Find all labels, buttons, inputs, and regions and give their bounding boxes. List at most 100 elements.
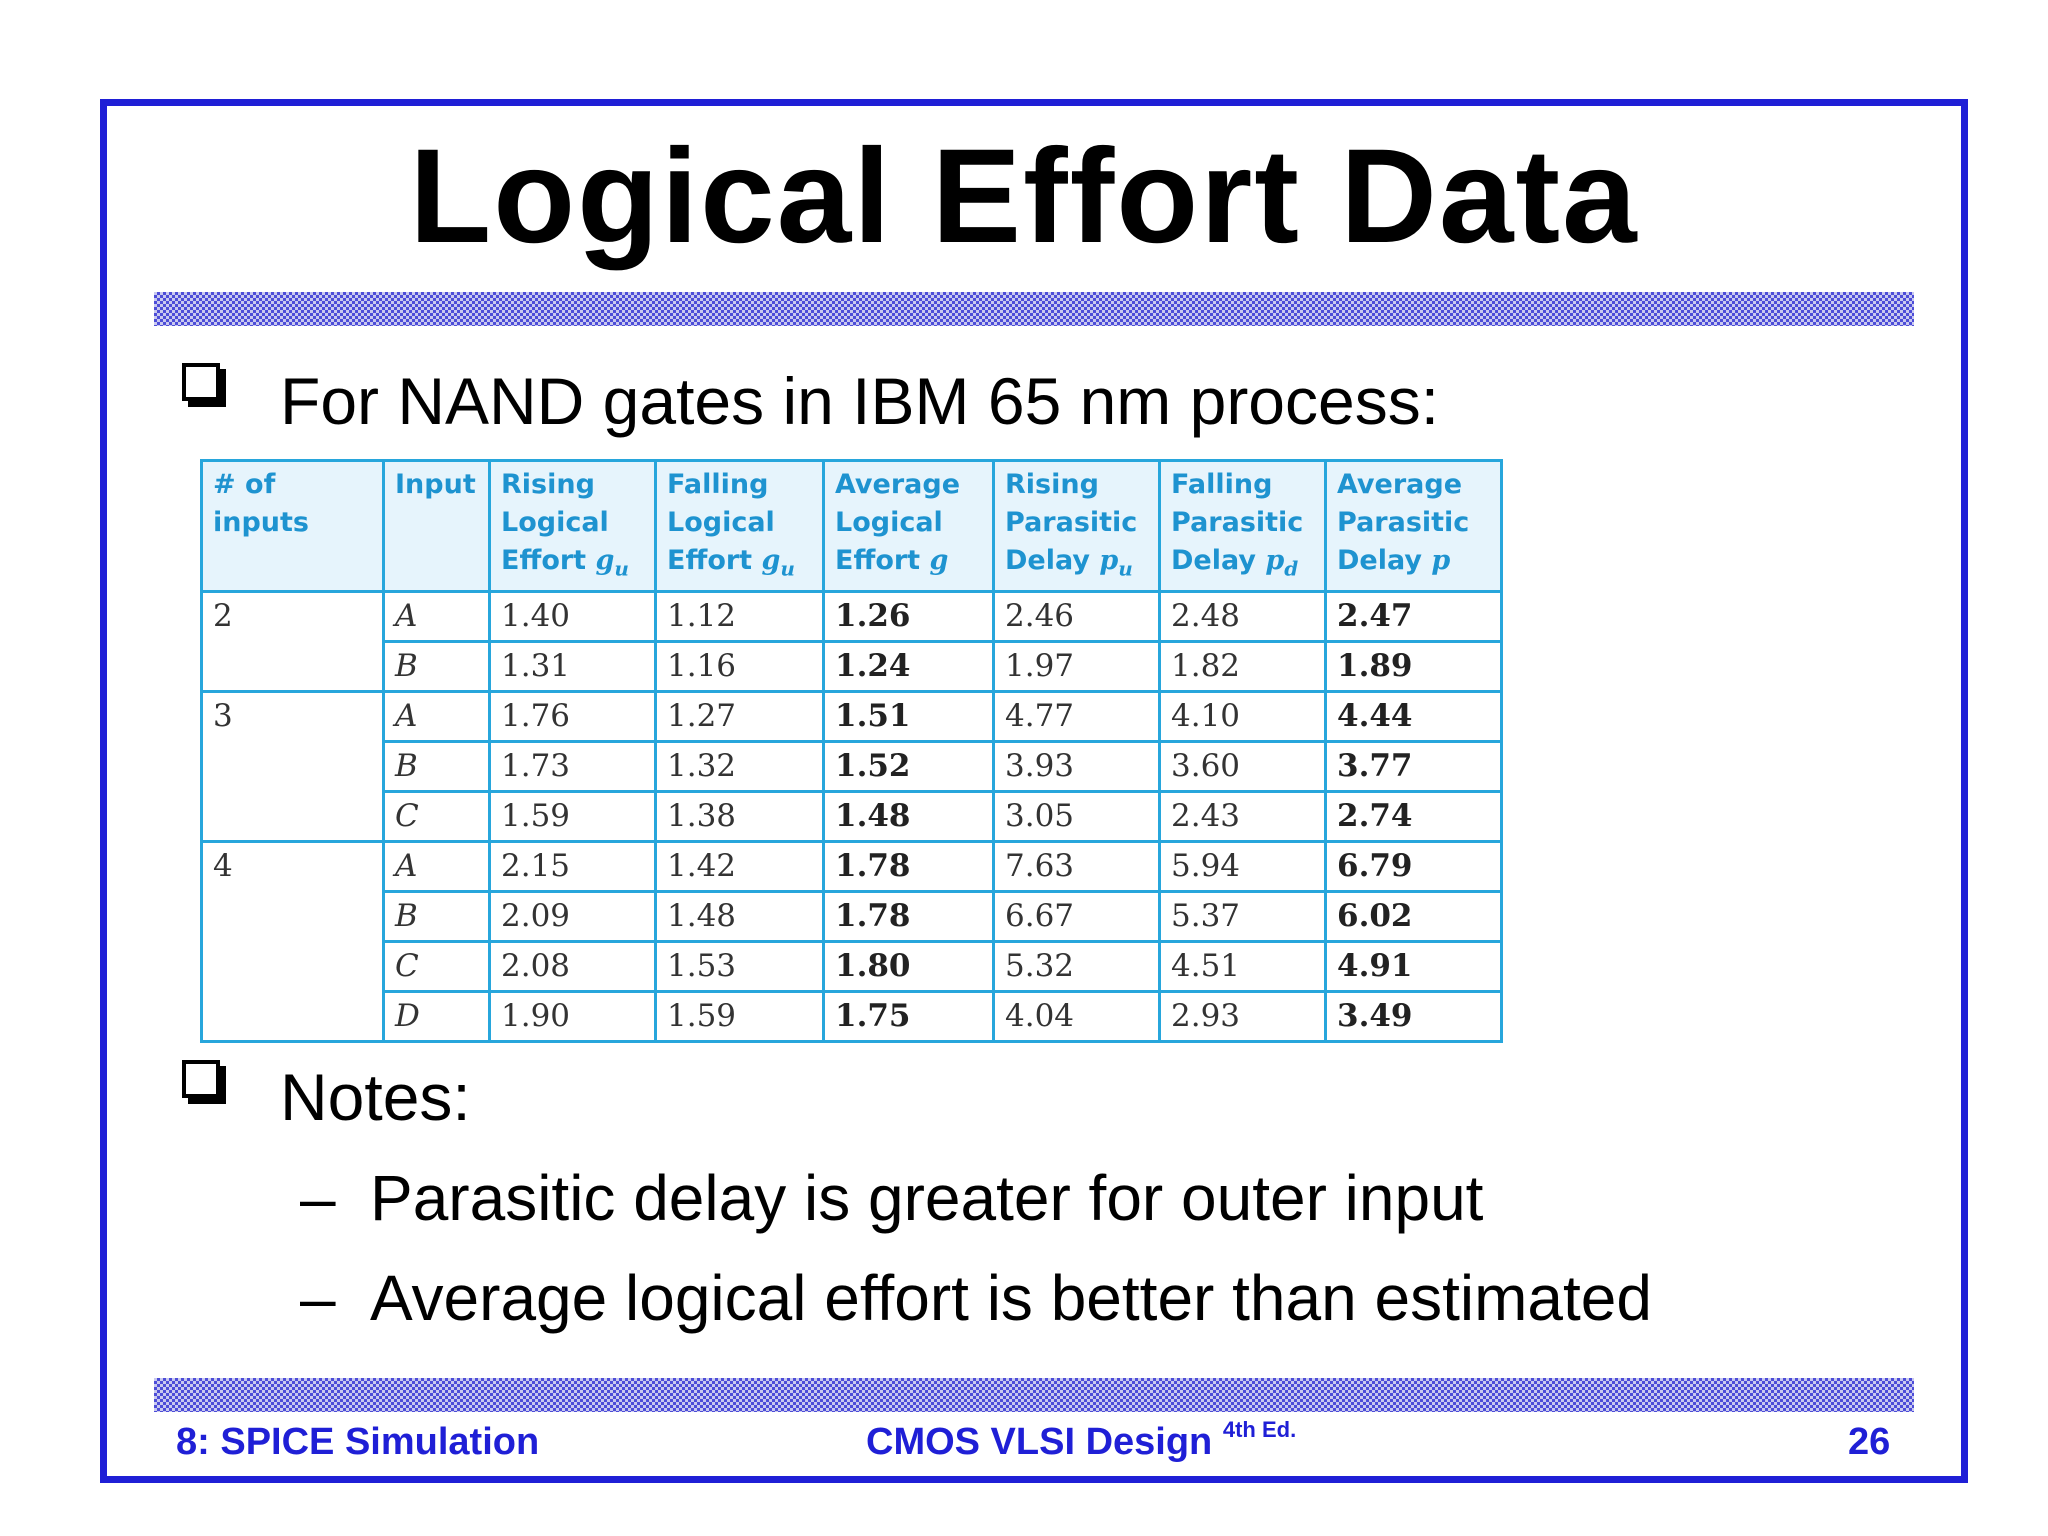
table-row: B 2.09 1.48 1.78 6.67 5.37 6.02 [202, 890, 1503, 943]
value-cell: 1.80 [822, 940, 995, 993]
note-item: Parasitic delay is greater for outer inp… [370, 1162, 1484, 1234]
value-cell: 6.02 [1324, 890, 1503, 943]
table-row: 4 A 2.15 1.42 1.78 7.63 5.94 6.79 [200, 840, 1503, 1043]
inputs-count-cell: 2 [200, 590, 385, 693]
value-cell: 4.51 [1158, 940, 1327, 993]
input-name-cell: B [382, 640, 491, 693]
value-cell: 2.47 [1324, 590, 1503, 643]
column-header: Rising Parasitic Delay pu [992, 459, 1161, 593]
column-header: Average Logical Effort g [822, 459, 995, 593]
value-cell: 1.48 [822, 790, 995, 843]
value-cell: 1.59 [654, 990, 825, 1043]
header-line: Falling [1171, 469, 1273, 500]
header-line: Delay p [1337, 542, 1490, 587]
header-symbol: p [1431, 545, 1451, 576]
header-line: # of inputs [213, 469, 310, 538]
value-cell: 1.73 [488, 740, 657, 793]
value-cell: 1.82 [1158, 640, 1327, 693]
input-name-cell: C [382, 790, 491, 843]
value-cell: 1.90 [488, 990, 657, 1043]
value-cell: 1.26 [822, 590, 995, 643]
input-name-cell: B [382, 740, 491, 793]
input-name-cell: C [382, 940, 491, 993]
footer-book-title: CMOS VLSI Design 4th Ed. [866, 1419, 1296, 1463]
input-name-cell: B [382, 890, 491, 943]
value-cell: 2.15 [488, 840, 657, 893]
inputs-count-cell: 4 [200, 840, 385, 1043]
table-row: B 1.31 1.16 1.24 1.97 1.82 1.89 [202, 640, 1503, 693]
header-line: Average [1337, 469, 1463, 500]
footer-edition: 4th Ed. [1222, 1417, 1297, 1442]
input-name-cell: A [382, 590, 491, 643]
header-line-text: Effort [667, 545, 753, 576]
top-divider-bar [154, 292, 1914, 326]
value-cell: 1.16 [654, 640, 825, 693]
header-line: Delay pd [1171, 542, 1314, 587]
header-subscript: u [1118, 556, 1133, 581]
header-line: Falling [667, 469, 769, 500]
table-row: C 2.08 1.53 1.80 5.32 4.51 4.91 [202, 940, 1503, 993]
header-subscript: d [1284, 556, 1299, 581]
value-cell: 2.43 [1158, 790, 1327, 843]
header-line: Rising [1005, 469, 1099, 500]
header-subscript: u [780, 556, 795, 581]
header-line: Effort g [835, 542, 982, 587]
footer-book-name: CMOS VLSI Design [866, 1421, 1213, 1463]
header-line: Parasitic [1005, 507, 1138, 538]
dash-marker: – [300, 1262, 336, 1334]
header-line: Input [395, 469, 476, 500]
header-line-text: Delay [1337, 545, 1422, 576]
value-cell: 4.44 [1324, 690, 1503, 743]
value-cell: 4.91 [1324, 940, 1503, 993]
table-row: 3 A 1.76 1.27 1.51 4.77 4.10 4.44 [200, 690, 1503, 843]
value-cell: 5.32 [992, 940, 1161, 993]
header-line: Rising [501, 469, 595, 500]
input-name-cell: A [382, 690, 491, 743]
value-cell: 6.79 [1324, 840, 1503, 893]
value-cell: 4.77 [992, 690, 1161, 743]
value-cell: 2.46 [992, 590, 1161, 643]
value-cell: 4.04 [992, 990, 1161, 1043]
header-line: Logical [835, 507, 943, 538]
value-cell: 7.63 [992, 840, 1161, 893]
value-cell: 1.59 [488, 790, 657, 843]
value-cell: 1.78 [822, 890, 995, 943]
header-line: Average [835, 469, 961, 500]
value-cell: 1.48 [654, 890, 825, 943]
header-line: Parasitic [1337, 507, 1470, 538]
checkbox-bullet-icon [182, 363, 220, 401]
footer-chapter: 8: SPICE Simulation [176, 1421, 540, 1463]
value-cell: 1.97 [992, 640, 1161, 693]
value-cell: 5.37 [1158, 890, 1327, 943]
value-cell: 1.38 [654, 790, 825, 843]
value-cell: 1.51 [822, 690, 995, 743]
value-cell: 4.10 [1158, 690, 1327, 743]
value-cell: 1.24 [822, 640, 995, 693]
value-cell: 3.93 [992, 740, 1161, 793]
value-cell: 1.27 [654, 690, 825, 743]
column-header: Falling Logical Effort gu [654, 459, 825, 593]
slide-title: Logical Effort Data [409, 122, 1639, 271]
header-symbol: p [1265, 545, 1285, 576]
value-cell: 3.77 [1324, 740, 1503, 793]
header-symbol: g [595, 545, 615, 576]
header-line: Logical [667, 507, 775, 538]
header-line: Parasitic [1171, 507, 1304, 538]
column-header: Input [382, 459, 491, 593]
header-line: Logical [501, 507, 609, 538]
value-cell: 2.09 [488, 890, 657, 943]
value-cell: 2.48 [1158, 590, 1327, 643]
value-cell: 2.74 [1324, 790, 1503, 843]
value-cell: 1.53 [654, 940, 825, 993]
header-line: Effort gu [501, 542, 644, 587]
value-cell: 2.08 [488, 940, 657, 993]
header-line-text: Effort [501, 545, 587, 576]
value-cell: 1.52 [822, 740, 995, 793]
bullet-intro: For NAND gates in IBM 65 nm process: [280, 364, 1440, 438]
value-cell: 1.12 [654, 590, 825, 643]
logical-effort-table: # of inputs Input Rising Logical Effort gu… [200, 459, 1503, 1043]
value-cell: 1.31 [488, 640, 657, 693]
header-line-text: Effort [835, 545, 921, 576]
value-cell: 2.93 [1158, 990, 1327, 1043]
column-header: Rising Logical Effort gu [488, 459, 657, 593]
